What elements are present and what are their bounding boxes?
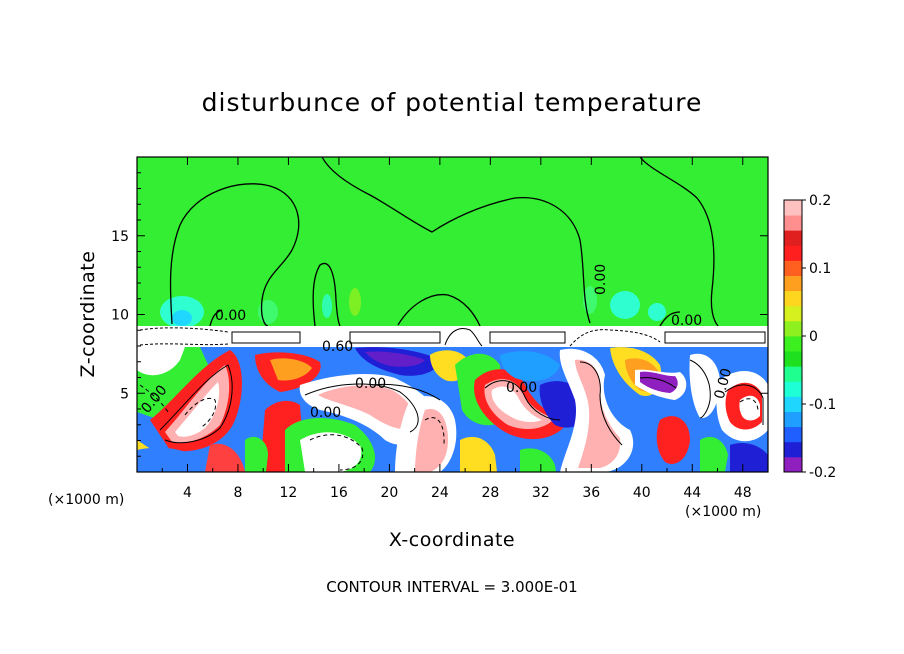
colorbar-swatch (784, 320, 802, 337)
colorbar-tick-label: 0.2 (809, 193, 831, 209)
colorbar-swatch (784, 411, 802, 428)
x-tick-label: 32 (532, 485, 550, 501)
upper-contours (169, 157, 719, 327)
y-tick-label: 15 (111, 229, 129, 245)
colorbar-swatch (784, 215, 802, 231)
colorbar-swatch (784, 336, 802, 352)
colorbar-swatch (784, 230, 802, 246)
x-tick-label: 48 (734, 485, 752, 501)
colorbar-swatch (784, 260, 802, 276)
x-axis-label: X-coordinate (389, 529, 515, 551)
plot-area (137, 157, 768, 472)
contour-label: 0.00 (310, 405, 341, 421)
colorbar-swatch (784, 441, 802, 458)
x-axis-ticks: 4 8 12 16 20 24 28 32 36 40 44 48 (161, 157, 752, 501)
y-axis-ticks: 5 10 15 (111, 172, 768, 457)
contour-label: 0.60 (322, 339, 353, 355)
x-tick-label: 16 (330, 485, 348, 501)
y-tick-label: 10 (111, 308, 129, 324)
colorbar-swatch (784, 351, 802, 367)
contour-label: 0.00 (671, 313, 702, 329)
x-tick-label: 36 (582, 485, 600, 501)
colorbar-swatch (784, 245, 802, 261)
contour-label: 0.00 (215, 308, 246, 324)
x-axis-unit-right: (×1000 m) (685, 504, 761, 520)
cloud-layer-band (137, 326, 768, 348)
contour-label: 0.00 (355, 376, 386, 392)
x-tick-label: 12 (280, 485, 298, 501)
y-tick-label: 5 (120, 386, 129, 402)
upper-cyan-patches (160, 286, 666, 328)
colorbar-swatch (784, 381, 802, 397)
x-axis-unit-left: (×1000 m) (48, 492, 124, 508)
colorbar-swatch (784, 456, 802, 473)
colorbar-swatch (784, 275, 802, 292)
colorbar-swatch (784, 290, 802, 307)
contour-label: 0.00 (712, 367, 736, 401)
contour-interval-note: CONTOUR INTERVAL = 3.000E-01 (326, 578, 577, 596)
colorbar-swatch (784, 396, 802, 412)
y-axis-label: Z-coordinate (77, 251, 99, 378)
x-tick-label: 28 (481, 485, 499, 501)
contour-label: 0.00 (593, 264, 609, 295)
x-tick-label: 40 (633, 485, 651, 501)
colorbar-tick-label: -0.1 (809, 397, 836, 413)
x-tick-label: 4 (183, 485, 192, 501)
colorbar-tick-label: -0.2 (809, 465, 836, 481)
colorbar-swatch (784, 305, 802, 322)
lower-contours (139, 359, 764, 471)
x-tick-label: 24 (431, 485, 449, 501)
colorbar-swatch (784, 426, 802, 443)
chart-title: disturbunce of potential temperature (202, 88, 703, 117)
x-tick-label: 8 (233, 485, 242, 501)
colorbar (783, 199, 803, 473)
colorbar-tick-label: 0.1 (809, 261, 831, 277)
colorbar-swatch (784, 366, 802, 382)
x-tick-label: 20 (380, 485, 398, 501)
colorbar-tick-label: 0 (809, 329, 818, 345)
contour-label: 0.00 (506, 380, 537, 396)
colorbar-swatch (784, 200, 802, 216)
x-tick-label: 44 (683, 485, 701, 501)
lower-turbulent-field (137, 347, 768, 472)
colorbar-ticks: 0.2 0.1 0 -0.1 -0.2 (802, 193, 836, 481)
